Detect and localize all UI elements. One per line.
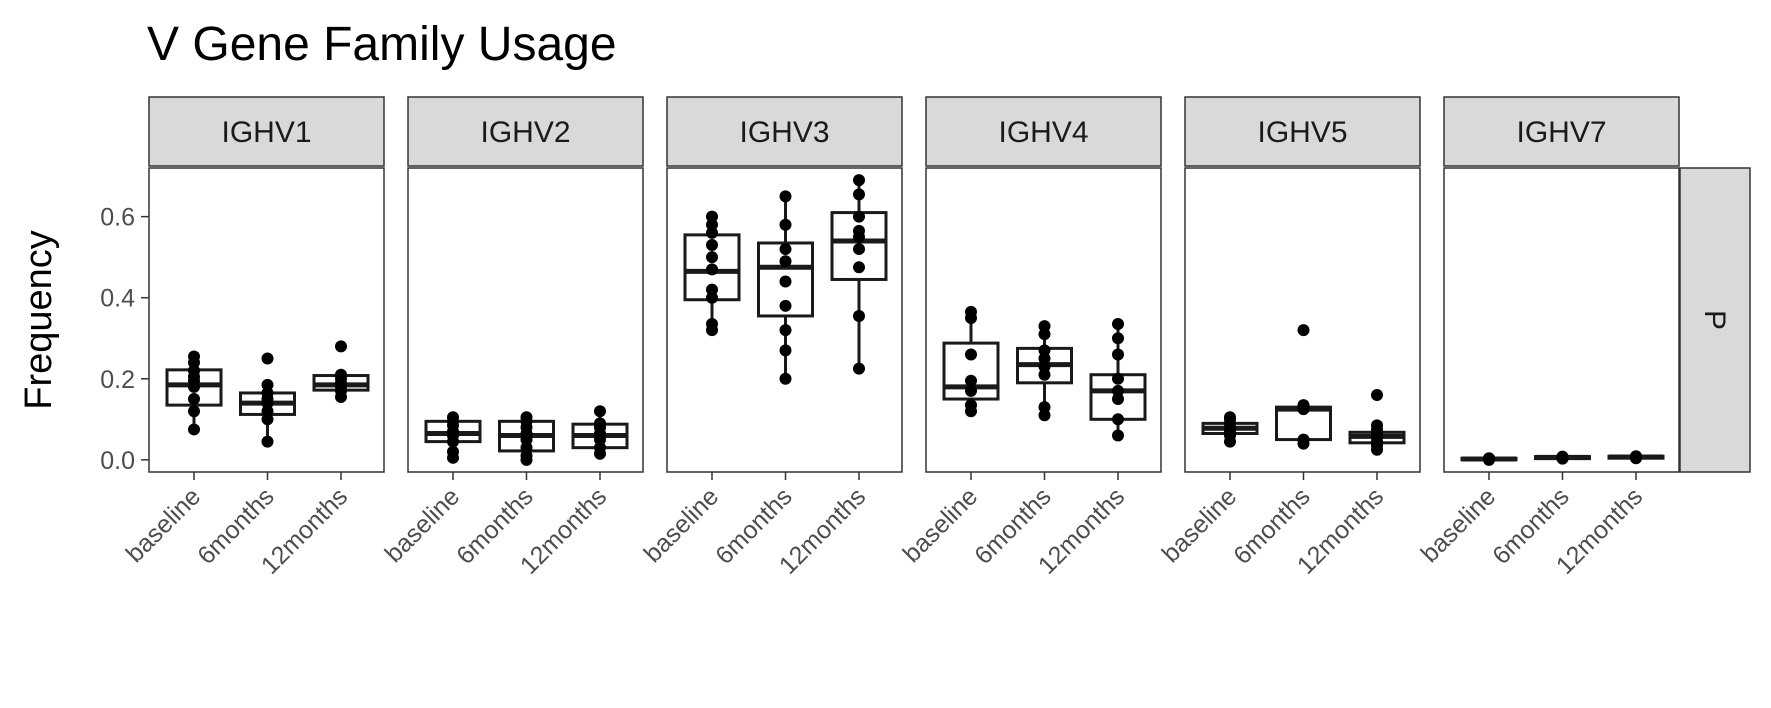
data-point	[706, 239, 718, 252]
data-point	[779, 243, 792, 256]
data-point	[1371, 388, 1383, 401]
data-point	[779, 255, 792, 268]
facet-strip-label: IGHV4	[998, 116, 1088, 149]
data-point	[706, 251, 718, 264]
data-point	[594, 405, 606, 418]
data-point	[594, 417, 606, 430]
facet-strip-label: IGHV5	[1257, 116, 1347, 149]
data-point	[1297, 399, 1310, 412]
data-point	[779, 190, 792, 203]
facet-strip	[148, 96, 385, 167]
data-point	[706, 283, 718, 296]
data-point	[965, 305, 977, 318]
data-point	[965, 384, 977, 397]
data-point	[261, 352, 274, 365]
data-point	[1112, 318, 1124, 331]
data-point	[335, 368, 347, 381]
facet-strip	[666, 96, 903, 167]
data-point	[853, 362, 865, 375]
data-point	[1112, 413, 1124, 426]
facet-strip	[925, 96, 1162, 167]
data-point	[1297, 324, 1310, 337]
data-point	[1224, 411, 1236, 424]
data-point	[779, 275, 792, 288]
data-point	[1112, 348, 1124, 361]
data-point	[965, 374, 977, 387]
data-point	[779, 324, 792, 337]
data-point	[1297, 433, 1310, 446]
data-point	[188, 405, 200, 418]
data-point	[261, 378, 274, 391]
x-tick-label: baseline	[121, 482, 207, 568]
x-tick-label: baseline	[1157, 482, 1243, 568]
data-point	[853, 174, 865, 187]
data-point	[188, 350, 200, 363]
panel-border	[925, 167, 1162, 473]
data-point	[335, 340, 347, 353]
data-point	[853, 188, 865, 201]
data-point	[447, 411, 459, 424]
data-point	[706, 263, 718, 276]
data-point	[1038, 344, 1051, 357]
data-point	[853, 224, 865, 237]
data-point	[853, 210, 865, 223]
y-tick-label: 0.0	[100, 447, 135, 475]
data-point	[853, 261, 865, 274]
data-point	[1112, 429, 1124, 442]
facet-strip-label: IGHV7	[1516, 116, 1606, 149]
data-point	[1630, 450, 1642, 463]
data-point	[965, 399, 977, 412]
chart-title: V Gene Family Usage	[147, 18, 617, 71]
data-point	[1112, 372, 1124, 385]
data-point	[1038, 320, 1051, 333]
data-point	[779, 372, 792, 385]
data-point	[1371, 419, 1383, 432]
data-point	[965, 348, 977, 361]
data-point	[188, 423, 200, 436]
data-point	[779, 344, 792, 357]
x-tick-label: baseline	[1416, 482, 1502, 568]
data-point	[1038, 401, 1051, 414]
y-tick-label: 0.6	[100, 204, 135, 232]
panel-border	[1443, 167, 1680, 473]
data-point	[1112, 384, 1124, 397]
data-point	[779, 218, 792, 231]
x-tick-label: baseline	[380, 482, 466, 568]
data-point	[853, 309, 865, 322]
y-axis-label: Frequency	[18, 230, 60, 410]
row-facet-label: P	[1698, 310, 1731, 330]
data-point	[1483, 452, 1495, 465]
facet-strip	[1443, 96, 1680, 167]
data-point	[779, 299, 792, 312]
facet-strip-label: IGHV1	[221, 116, 311, 149]
data-point	[447, 445, 459, 458]
y-tick-label: 0.4	[100, 285, 135, 313]
data-point	[1556, 450, 1569, 463]
row-facet-strip	[1679, 167, 1751, 473]
data-point	[1112, 332, 1124, 345]
data-point	[853, 243, 865, 256]
facet-panels: 0.00.20.40.6IGHV1baseline6months12months…	[100, 96, 1751, 580]
data-point	[706, 210, 718, 223]
y-tick-label: 0.2	[100, 366, 135, 394]
data-point	[261, 435, 274, 448]
facet-strip	[407, 96, 644, 167]
facet-strip	[1184, 96, 1421, 167]
facet-strip-label: IGHV2	[480, 116, 570, 149]
data-point	[188, 393, 200, 406]
data-point	[520, 411, 533, 424]
facet-strip-label: IGHV3	[739, 116, 829, 149]
x-tick-label: baseline	[639, 482, 725, 568]
data-point	[706, 318, 718, 331]
x-tick-label: baseline	[898, 482, 984, 568]
